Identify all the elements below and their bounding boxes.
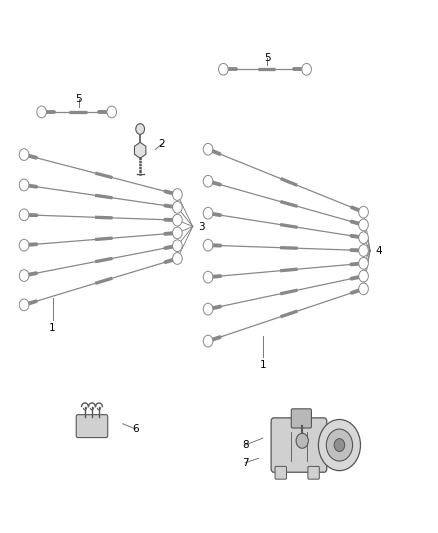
Circle shape: [359, 219, 368, 231]
Circle shape: [37, 106, 46, 118]
Circle shape: [173, 201, 182, 213]
Circle shape: [359, 283, 368, 295]
Text: 3: 3: [198, 222, 205, 231]
Circle shape: [219, 63, 228, 75]
FancyBboxPatch shape: [308, 466, 319, 479]
Circle shape: [203, 335, 213, 347]
Circle shape: [296, 433, 308, 448]
Text: 1: 1: [259, 360, 266, 370]
Polygon shape: [134, 142, 146, 158]
Text: 8: 8: [242, 440, 249, 450]
Circle shape: [19, 209, 29, 221]
Circle shape: [19, 270, 29, 281]
Text: 5: 5: [75, 94, 82, 103]
Circle shape: [173, 214, 182, 226]
Circle shape: [359, 270, 368, 282]
Circle shape: [173, 240, 182, 252]
Circle shape: [19, 239, 29, 251]
FancyBboxPatch shape: [76, 415, 108, 438]
Text: 7: 7: [242, 458, 249, 467]
Circle shape: [318, 419, 360, 471]
Circle shape: [173, 253, 182, 264]
Circle shape: [359, 257, 368, 269]
Circle shape: [326, 429, 353, 461]
Circle shape: [203, 175, 213, 187]
Circle shape: [302, 63, 311, 75]
FancyBboxPatch shape: [291, 409, 311, 428]
Circle shape: [359, 245, 368, 256]
Circle shape: [203, 143, 213, 155]
Text: 2: 2: [159, 139, 166, 149]
Text: 5: 5: [264, 53, 271, 62]
Circle shape: [203, 207, 213, 219]
Circle shape: [19, 149, 29, 160]
FancyBboxPatch shape: [271, 418, 327, 472]
Circle shape: [359, 232, 368, 244]
Circle shape: [203, 271, 213, 283]
Circle shape: [203, 303, 213, 315]
Circle shape: [359, 206, 368, 218]
Circle shape: [203, 239, 213, 251]
Circle shape: [136, 124, 145, 134]
Circle shape: [19, 299, 29, 311]
Text: 4: 4: [376, 246, 382, 255]
Text: 6: 6: [132, 424, 139, 434]
Circle shape: [107, 106, 117, 118]
FancyBboxPatch shape: [275, 466, 286, 479]
Circle shape: [334, 439, 345, 451]
Circle shape: [19, 179, 29, 191]
Circle shape: [173, 227, 182, 239]
Text: 1: 1: [49, 323, 56, 333]
Circle shape: [173, 189, 182, 200]
